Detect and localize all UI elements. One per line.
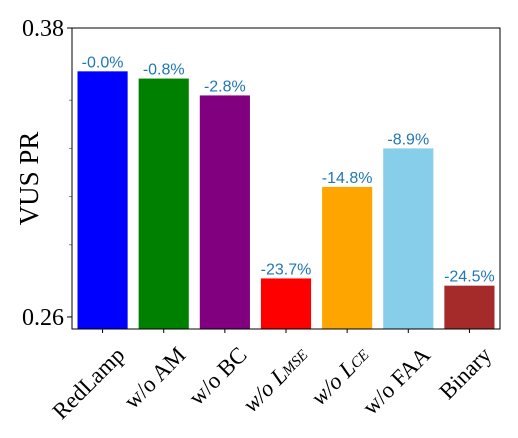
data-label-4: -14.8%: [322, 170, 373, 187]
data-label-1: -0.8%: [143, 62, 185, 79]
y-tick-label-0: 0.38: [22, 16, 64, 42]
bar-3: [260, 278, 312, 329]
bar-6: [444, 285, 495, 329]
y-tick-label-1: 0.26: [22, 305, 64, 331]
bar-0: [77, 71, 128, 330]
data-label-6: -24.5%: [444, 269, 495, 286]
data-labels-group: -0.0% -0.8% -2.8% -23.7% -14.8% -8.9% -24.5%: [82, 54, 495, 285]
data-label-2: -2.8%: [204, 78, 246, 95]
x-tick-label-0: RedLamp: [48, 342, 130, 424]
x-tick-label-5: w/o FAA: [358, 342, 436, 420]
bar-5: [383, 148, 434, 329]
y-ticks-group: 0.38 0.26: [22, 16, 72, 331]
data-label-5: -8.9%: [387, 131, 429, 148]
bar-4: [322, 186, 373, 329]
bars-group: [77, 71, 495, 330]
x-tick-label-3: w/o LMSE: [238, 342, 313, 417]
x-tick-label-1: w/o AM: [119, 342, 190, 413]
plot-frame: [71, 27, 501, 330]
x-tick-label-6: Binary: [434, 342, 496, 404]
y-axis-label: VUS PR: [14, 132, 44, 226]
data-label-0: -0.0%: [82, 54, 124, 71]
bar-2: [199, 95, 250, 329]
bar-1: [138, 78, 189, 330]
data-label-3: -23.7%: [261, 261, 312, 278]
